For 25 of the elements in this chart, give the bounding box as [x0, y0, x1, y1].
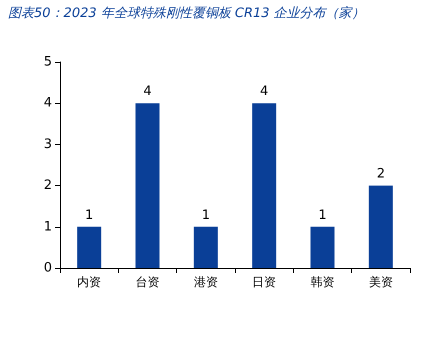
x-tick-label: 港资	[194, 275, 218, 289]
x-tick-label: 日资	[252, 275, 276, 289]
bar	[368, 186, 393, 268]
y-tick-label: 2	[44, 178, 52, 194]
data-label: 1	[318, 208, 327, 223]
bar	[136, 103, 160, 268]
bar	[194, 226, 218, 268]
data-label: 4	[143, 84, 152, 100]
chart-title: 图表50：2023 年全球特殊刚性覆铜板 CR13 企业分布（家）	[8, 5, 365, 22]
y-tick-label: 1	[44, 219, 52, 234]
bar	[77, 226, 102, 268]
data-label: 4	[260, 84, 268, 100]
x-tick-label: 韩资	[310, 275, 334, 289]
y-tick-label: 3	[44, 136, 52, 152]
y-tick-label: 0	[44, 260, 52, 276]
data-label: 2	[376, 166, 385, 182]
x-tick-label: 美资	[368, 275, 393, 289]
data-label: 1	[202, 208, 210, 223]
bar	[252, 103, 276, 268]
y-tick-label: 4	[44, 96, 52, 111]
data-label: 1	[85, 208, 94, 223]
bar	[310, 226, 334, 268]
x-tick-label: 台资	[136, 275, 160, 289]
x-tick-label: 内资	[77, 275, 102, 289]
y-tick-label: 5	[44, 54, 52, 70]
